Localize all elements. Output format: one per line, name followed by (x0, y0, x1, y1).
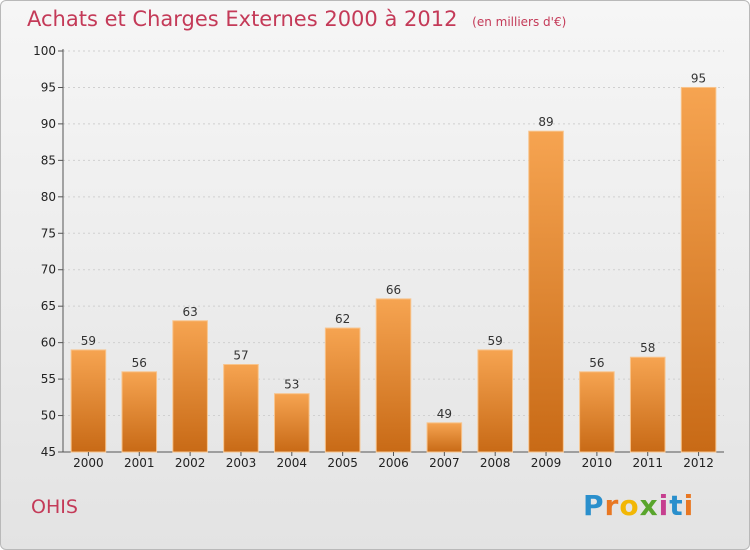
bar (426, 422, 463, 453)
x-tick-label: 2005 (327, 456, 358, 470)
x-tick-label: 2006 (378, 456, 409, 470)
x-tick-label: 2002 (175, 456, 206, 470)
value-label: 59 (488, 334, 503, 348)
value-label: 89 (538, 115, 553, 129)
logo-letter: P (583, 489, 605, 522)
bar (274, 393, 310, 453)
bar (324, 327, 361, 453)
value-label: 53 (284, 378, 299, 392)
y-tick-label: 100 (33, 44, 56, 58)
bar (528, 130, 564, 453)
x-tick-label: 2012 (683, 456, 714, 470)
x-tick-label: 2001 (124, 456, 155, 470)
commune-name: OHIS (31, 496, 78, 518)
bar (375, 298, 412, 453)
y-tick-label: 90 (41, 117, 56, 131)
x-tick-label: 2003 (226, 456, 257, 470)
chart-title: Achats et Charges Externes 2000 à 2012 (27, 7, 458, 31)
value-label: 56 (132, 356, 147, 370)
logo-letter: t (669, 489, 684, 522)
chart-subtitle: (en milliers d'€) (472, 15, 567, 29)
x-tick-label: 2004 (277, 456, 308, 470)
value-label: 57 (233, 349, 248, 363)
x-tick-label: 2007 (429, 456, 460, 470)
y-tick-label: 50 (41, 409, 56, 423)
x-tick-label: 2010 (582, 456, 613, 470)
x-tick-label: 2011 (632, 456, 663, 470)
value-label: 66 (386, 283, 401, 297)
logo-letter: i (683, 489, 695, 522)
bar (629, 356, 666, 453)
y-tick-label: 55 (41, 372, 56, 386)
value-label: 49 (437, 407, 452, 421)
y-tick-label: 80 (41, 190, 56, 204)
bar (70, 349, 107, 453)
y-tick-label: 85 (41, 153, 56, 167)
value-label: 62 (335, 312, 350, 326)
y-tick-label: 95 (41, 80, 56, 94)
value-label: 58 (640, 341, 655, 355)
bar (121, 371, 158, 453)
bar (680, 86, 717, 453)
logo-letter: x (639, 489, 659, 522)
y-tick-label: 75 (41, 226, 56, 240)
bar (477, 349, 513, 453)
bar (223, 364, 259, 453)
value-label: 59 (81, 334, 96, 348)
value-label: 63 (182, 305, 197, 319)
logo-letter: r (604, 489, 620, 522)
proxiti-logo: Proxiti (583, 489, 694, 522)
bar (579, 371, 615, 453)
x-tick-label: 2008 (480, 456, 511, 470)
y-tick-label: 70 (41, 263, 56, 277)
x-tick-label: 2000 (73, 456, 104, 470)
x-tick-label: 2009 (531, 456, 562, 470)
logo-letter: o (619, 489, 640, 522)
y-tick-label: 45 (41, 445, 56, 459)
bar (172, 320, 208, 453)
y-tick-label: 65 (41, 299, 56, 313)
y-tick-label: 60 (41, 336, 56, 350)
value-label: 56 (589, 356, 604, 370)
chart-title-block: Achats et Charges Externes 2000 à 2012 (… (27, 7, 566, 31)
logo-letter: i (658, 489, 670, 522)
value-label: 95 (691, 71, 706, 85)
